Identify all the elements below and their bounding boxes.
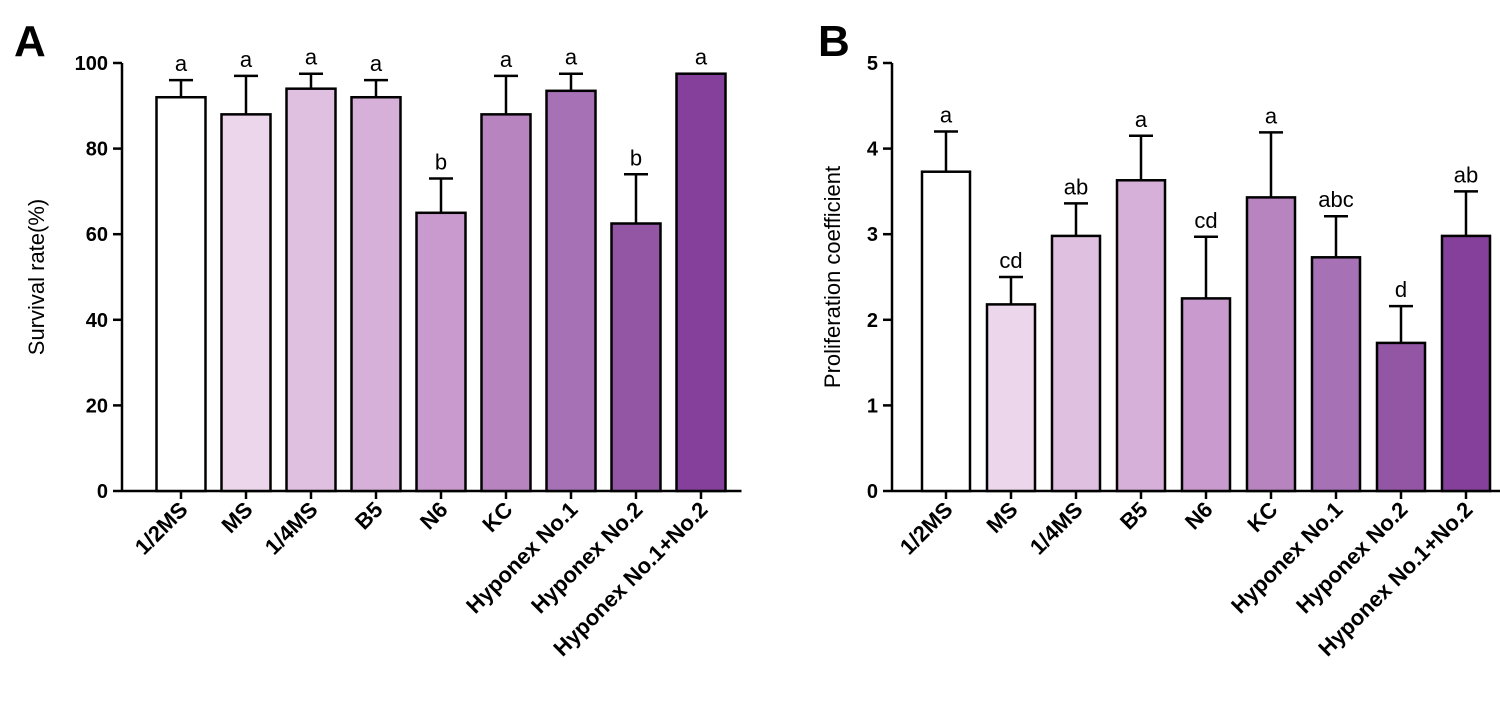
y-tick-label: 0	[97, 481, 108, 503]
bar	[610, 222, 662, 493]
significance-label: ab	[1454, 162, 1478, 187]
category-label: 1/4MS	[260, 497, 323, 560]
category-label: 1/2MS	[895, 497, 958, 560]
category-label: MS	[217, 497, 258, 538]
category-label: N6	[415, 497, 453, 535]
panel-a: A Survival rate(%) 0 20 40 60 80 100 a 1/2MS a MS…	[14, 17, 742, 661]
significance-label: a	[695, 45, 708, 70]
significance-label: a	[500, 47, 513, 72]
panel-letter-a: A	[14, 17, 46, 66]
significance-label: ab	[1064, 174, 1088, 199]
significance-label: b	[435, 150, 447, 175]
category-label: 1/2MS	[130, 497, 193, 560]
bar	[1050, 234, 1102, 493]
bar	[675, 72, 727, 493]
category-label: B5	[1115, 497, 1153, 535]
y-tick-label: 40	[86, 310, 108, 332]
y-axis-title-b: Proliferation coefficient	[820, 166, 845, 388]
significance-label: d	[1395, 277, 1407, 302]
category-label: Hyponex No.1	[1226, 497, 1347, 618]
significance-label: a	[370, 51, 383, 76]
y-tick-label: 20	[86, 395, 108, 417]
significance-label: abc	[1318, 187, 1353, 212]
panel-letter-b: B	[818, 17, 850, 66]
bar	[920, 170, 972, 493]
y-tick-label: 1	[867, 395, 878, 417]
category-label: Hyponex No.2	[1291, 497, 1412, 618]
y-axis-title-a: Survival rate(%)	[24, 199, 49, 355]
bar	[985, 303, 1037, 493]
bar	[1375, 341, 1427, 493]
bar	[1245, 196, 1297, 493]
bar	[480, 113, 532, 493]
significance-label: a	[240, 47, 253, 72]
category-label: KC	[477, 497, 517, 537]
significance-label: a	[565, 45, 578, 70]
significance-label: a	[305, 45, 318, 70]
panel-b: B Proliferation coefficient 0 1 2 3 4 5 a 1/2MS…	[818, 17, 1500, 661]
bar	[415, 211, 467, 493]
y-tick-label: 100	[75, 53, 108, 75]
y-tick-label: 3	[867, 224, 878, 246]
significance-label: cd	[999, 248, 1022, 273]
category-label: Hyponex No.1	[461, 497, 582, 618]
y-tick-label: 2	[867, 310, 878, 332]
significance-label: a	[940, 102, 953, 127]
bar	[1180, 297, 1232, 493]
bar	[1310, 256, 1362, 493]
bar	[545, 89, 597, 493]
significance-label: b	[630, 145, 642, 170]
bar	[1440, 234, 1492, 493]
y-tick-label: 0	[867, 481, 878, 503]
y-tick-label: 80	[86, 139, 108, 161]
bar	[350, 95, 402, 493]
category-label: B5	[350, 497, 388, 535]
y-tick-label: 60	[86, 224, 108, 246]
y-tick-label: 4	[867, 139, 879, 161]
bar	[285, 87, 337, 493]
category-label: Hyponex No.2	[526, 497, 647, 618]
bar	[220, 113, 272, 493]
significance-label: cd	[1194, 208, 1217, 233]
y-tick-label: 5	[867, 53, 878, 75]
category-label: KC	[1242, 497, 1282, 537]
significance-label: a	[1265, 103, 1278, 128]
bar	[1115, 179, 1167, 493]
significance-label: a	[175, 51, 188, 76]
significance-label: a	[1135, 107, 1148, 132]
bar	[155, 95, 207, 493]
category-label: MS	[982, 497, 1023, 538]
category-label: N6	[1180, 497, 1218, 535]
category-label: 1/4MS	[1025, 497, 1088, 560]
